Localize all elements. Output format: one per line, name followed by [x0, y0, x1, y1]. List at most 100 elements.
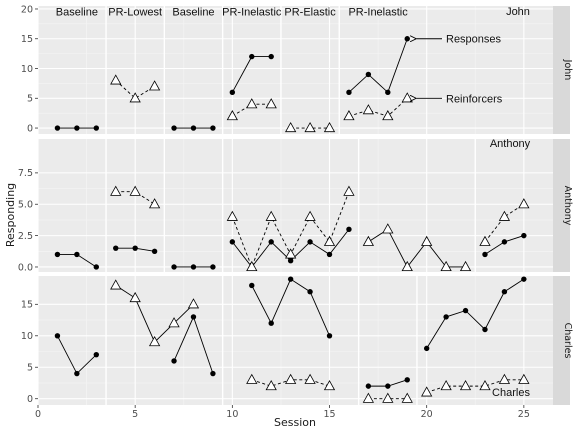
data-point [443, 314, 449, 320]
data-point [482, 326, 488, 333]
data-point [440, 260, 452, 272]
data-point [385, 383, 391, 389]
data-point [110, 185, 122, 196]
data-point [421, 235, 433, 246]
data-point [265, 210, 277, 221]
data-point [285, 248, 297, 259]
data-point [210, 125, 216, 131]
data-point [343, 185, 355, 196]
data-point [401, 92, 413, 103]
data-point [148, 335, 161, 347]
data-point [54, 251, 61, 258]
data-point [246, 260, 258, 272]
data-point [226, 110, 238, 121]
data-point [132, 245, 138, 251]
data-point [382, 223, 394, 234]
data-point [382, 110, 394, 121]
data-point [268, 53, 274, 60]
y-tick-label: 20 [21, 4, 33, 15]
data-point [110, 74, 122, 85]
panel-anthony: 0.0 2.5 5.0 7.5 Anthony [18, 139, 573, 273]
data-point [148, 80, 161, 91]
phase-label: PR-Elastic [284, 7, 336, 19]
series-responses [54, 36, 410, 131]
phase-label: Baseline [172, 7, 214, 19]
panel-john: 0 5 10 15 20 John [21, 4, 573, 134]
data-point [304, 121, 316, 133]
data-point [74, 370, 80, 377]
data-point [362, 235, 375, 246]
data-point [346, 226, 352, 233]
data-point [268, 320, 274, 326]
data-point [498, 373, 511, 384]
data-point [171, 125, 177, 131]
y-tick-label: 2.5 [18, 231, 33, 242]
data-point [190, 125, 197, 131]
y-tick-label: 0 [27, 394, 33, 405]
data-point [404, 36, 410, 42]
phase-label: PR-Inelastic [222, 7, 282, 19]
data-point [501, 289, 508, 295]
data-point [229, 239, 236, 245]
panel-charles: 0 5 10 15 Charles [21, 276, 573, 405]
data-point [518, 373, 530, 384]
panel-background [38, 276, 553, 405]
annotation-label: Responses [446, 34, 502, 46]
data-point [190, 314, 197, 320]
data-point [190, 264, 197, 270]
data-point [343, 110, 355, 121]
panel-background [38, 139, 553, 272]
data-point [307, 239, 313, 245]
data-point [304, 210, 316, 221]
data-point [323, 121, 336, 133]
data-point [265, 380, 277, 391]
panels-layer: 0 5 10 15 20 John 0.0 2.5 5.0 7.5 Anthony 0 5 10 15 Cha… [18, 4, 573, 420]
facet-strip [553, 276, 570, 405]
data-point [326, 251, 333, 258]
data-point [521, 232, 527, 239]
data-point [440, 380, 452, 391]
series-line [348, 97, 408, 117]
data-point [246, 98, 258, 109]
facet-strip [553, 139, 570, 272]
data-point [521, 276, 527, 282]
y-tick-label: 15 [21, 34, 33, 45]
y-tick-label: 10 [21, 64, 33, 75]
x-tick-label: 5 [132, 409, 138, 420]
y-tick-label: 0.0 [18, 262, 33, 273]
data-point [74, 251, 80, 258]
data-point [148, 198, 161, 209]
y-axis-title: Responding [4, 183, 17, 247]
data-point [265, 98, 277, 109]
data-point [249, 53, 255, 60]
series-responses-and-reinforcers [110, 279, 200, 347]
x-tick-label: 20 [421, 409, 433, 420]
data-point [93, 125, 100, 131]
facet-strip-label: Charles [562, 323, 573, 359]
data-point [479, 235, 491, 246]
y-tick-label: 10 [21, 331, 33, 342]
x-axis-title: Session [274, 416, 316, 429]
data-point [171, 264, 177, 270]
data-point [382, 392, 394, 403]
panel-name-label: Anthony [490, 138, 531, 150]
data-point [226, 210, 238, 221]
data-point [304, 373, 316, 384]
series-reinforcers [246, 373, 530, 403]
data-point [93, 351, 100, 358]
data-point [168, 317, 180, 328]
phase-label: PR-Lowest [108, 7, 162, 19]
x-tick-label: 0 [35, 409, 41, 420]
annotation-label: Reinforcers [446, 93, 503, 105]
data-point [459, 260, 472, 272]
data-point [362, 392, 375, 403]
data-point [459, 380, 472, 391]
data-point [479, 380, 491, 391]
facet-strip-label: Anthony [562, 186, 573, 226]
y-tick-label: 7.5 [18, 168, 33, 179]
labels-layer: John Anthony Charles Baseline PR-Lowest Basel… [56, 6, 531, 399]
y-tick-label: 15 [21, 300, 33, 311]
data-point [482, 251, 488, 258]
x-tick-label: 10 [226, 409, 238, 420]
data-point [285, 121, 297, 133]
